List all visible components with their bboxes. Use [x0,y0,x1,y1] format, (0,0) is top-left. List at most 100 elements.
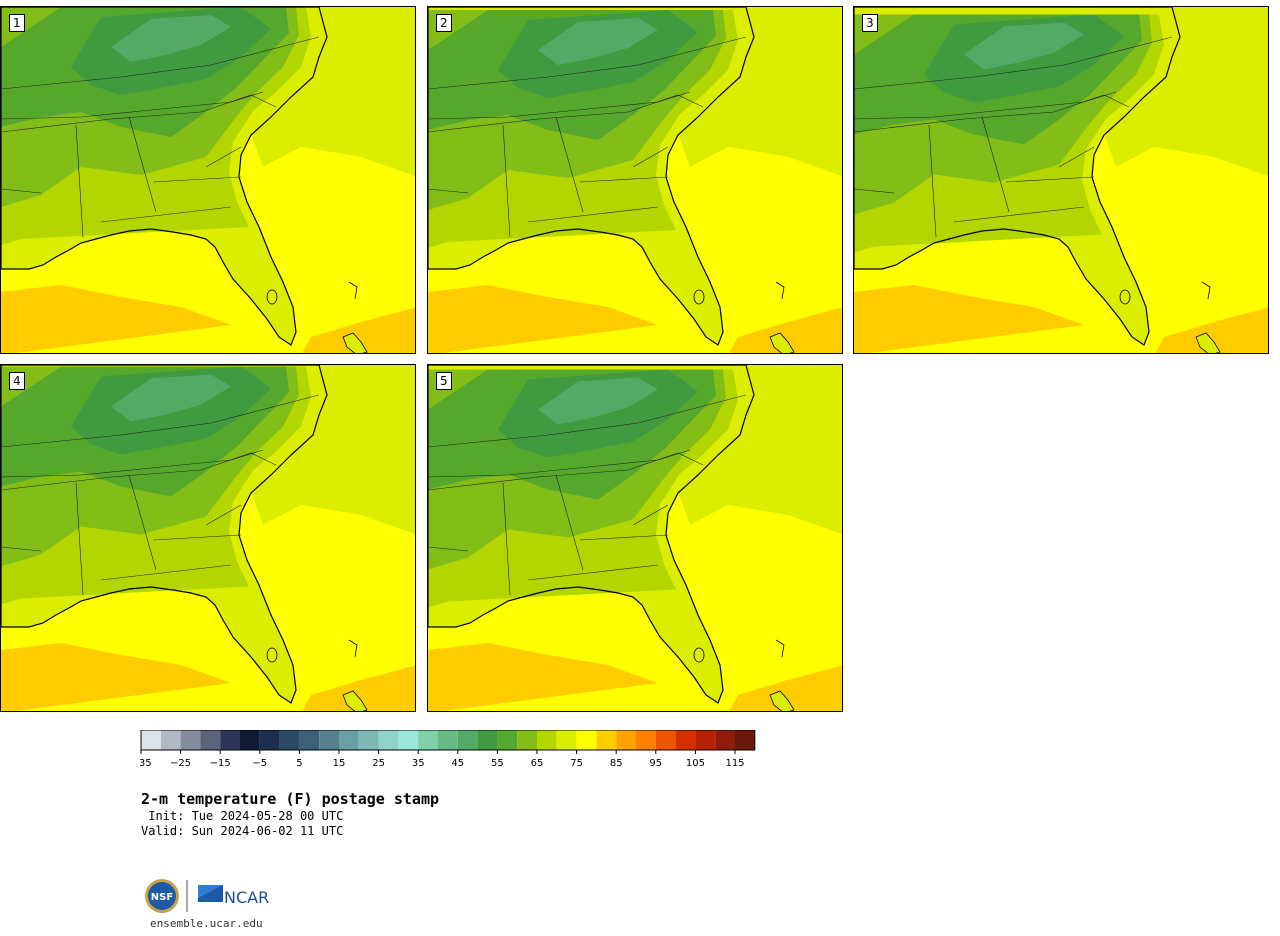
temperature-band [1,285,415,353]
panel-label: 4 [9,372,25,390]
colorbar-swatch [339,730,359,750]
colorbar-tick-label: 115 [725,758,744,769]
panel-label: 1 [9,14,25,32]
temperature-band [964,22,1084,70]
bahamas-island [775,281,785,300]
state-border [428,188,469,194]
bahamas-island [1195,332,1221,353]
colorbar-tick-label: 95 [649,758,662,769]
map-panel: 4 [0,364,416,712]
init-time: Init: Tue 2024-05-28 00 UTC [141,809,344,823]
colorbar-swatch [477,730,498,750]
map-panel: 5 [427,364,843,712]
colorbar-swatch [160,730,181,750]
state-border [555,116,584,213]
nsf-ncar-logo: NSF NCAR [145,879,269,913]
state-border [100,564,232,581]
temperature-band [672,7,842,177]
lake-okeechobee [266,647,278,663]
state-border [854,94,1130,133]
state-border [579,534,669,541]
state-border [428,36,747,90]
state-border [854,188,895,194]
colorbar-tick-label: −25 [170,758,191,769]
state-border [1,94,277,133]
website-url: ensemble.ucar.edu [150,917,263,930]
nsf-logo-icon: NSF [145,879,179,913]
colorbar-swatch [596,730,617,750]
state-border [100,206,232,223]
state-border [428,452,704,491]
svg-text:NSF: NSF [151,892,173,903]
state-border [428,449,691,478]
state-border [75,124,84,238]
colorbar-swatch [299,730,320,750]
state-border [502,124,511,238]
temperature-band [428,643,842,711]
state-border [1,452,277,491]
colorbar-swatch [636,730,656,750]
colorbar-swatch [180,730,201,750]
colorbar-swatch [556,730,577,750]
state-border [527,564,659,581]
state-border [1005,176,1095,183]
lake-okeechobee [266,289,278,305]
coastline [1,365,328,704]
temperature-band [1,643,415,711]
temperature-band [111,374,231,422]
colorbar-tick-label: −15 [210,758,231,769]
state-border [428,546,469,552]
temperature-band [245,365,415,535]
colorbar-swatch [497,730,518,750]
lake-okeechobee [693,647,705,663]
bahamas-island [769,690,795,711]
coastline [854,7,1181,346]
state-border [1,394,320,448]
state-border [428,394,747,448]
state-border [1,188,42,194]
colorbar-swatch [735,730,755,750]
ncar-logo-icon: NCAR [198,885,269,907]
temperature-band [538,18,658,65]
colorbar-swatch [220,730,240,750]
colorbar-swatch [319,730,339,750]
valid-time: Valid: Sun 2024-06-02 11 UTC [141,824,344,838]
lake-okeechobee [1119,289,1131,305]
colorbar-tick-label: 35 [412,758,425,769]
lake-okeechobee [693,289,705,305]
colorbar-tick-label: −5 [252,758,267,769]
colorbar-swatch [279,730,300,750]
colorbar-tick-label: 5 [296,758,302,769]
state-border [1,91,264,120]
colorbar-swatch [418,730,438,750]
colorbar-swatch [141,730,161,750]
state-border [632,146,669,168]
state-border [527,206,659,223]
temperature-band [1098,7,1268,177]
temperature-band [538,377,658,425]
colorbar-swatch [358,730,379,750]
state-border [579,176,669,183]
colorbar-swatch [240,730,260,750]
colorbar: −35 −25 −15 −5 5 15 25 35 45 55 65 75 85 95 105 115 [140,730,756,769]
state-border [152,534,242,541]
colorbar-swatch [715,730,735,750]
map-panel: 2 [427,6,843,354]
colorbar-swatch [695,730,716,750]
temperature-band [854,285,1268,353]
colorbar-tick-label: 15 [333,758,346,769]
coastline [1,7,328,346]
map-panel: 3 [853,6,1269,354]
state-border [428,91,691,120]
state-border [205,504,242,526]
state-border [555,474,584,571]
state-border [128,116,157,213]
colorbar-swatch [200,730,221,750]
colorbar-swatch [259,730,280,750]
state-border [1,449,264,478]
state-border [632,504,669,526]
colorbar-swatch [457,730,478,750]
state-border [1058,146,1095,168]
colorbar-tick-label: −35 [140,758,152,769]
colorbar-swatch [616,730,636,750]
